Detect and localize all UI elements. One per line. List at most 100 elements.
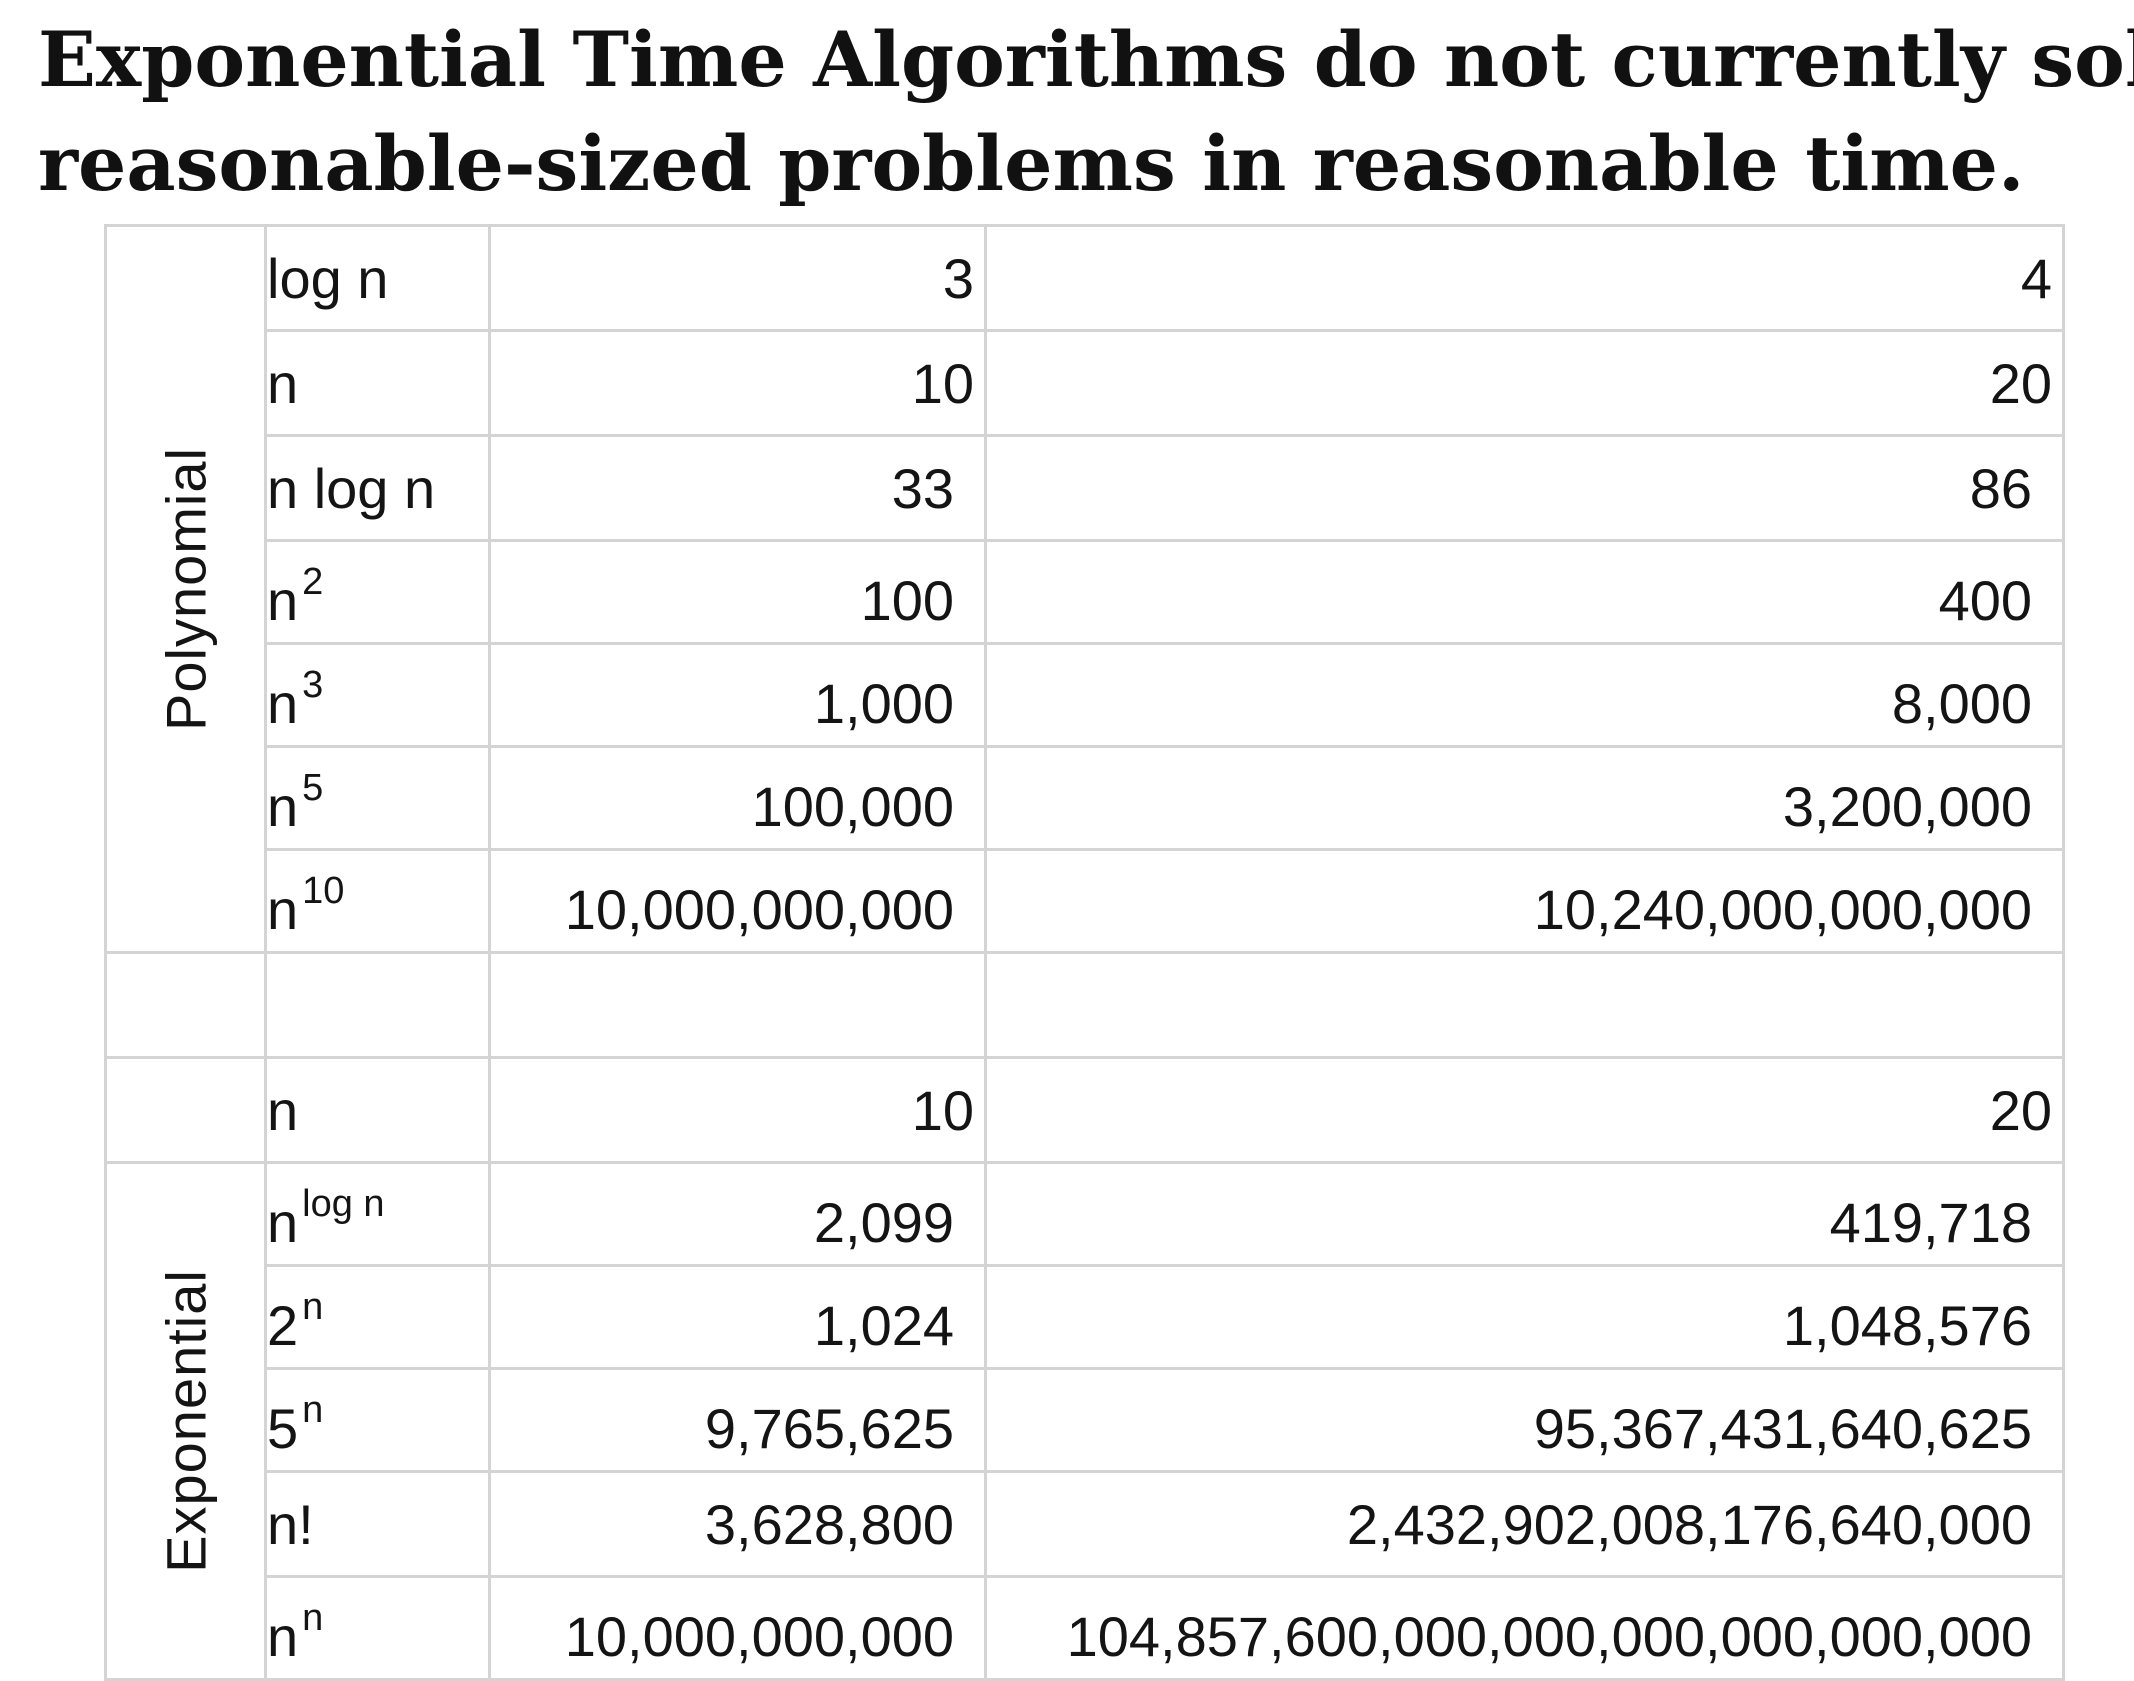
value-text: 10,000,000,000 (564, 1604, 954, 1668)
value-text: 10,240,000,000,000 (1533, 877, 2032, 941)
value-n10-cell: 3 (488, 224, 987, 332)
value-text: 1,000 (813, 671, 954, 735)
value-n10-cell: 100 (488, 539, 987, 645)
function-cell: n 10 (264, 848, 491, 954)
function-exponent: 3 (302, 664, 324, 707)
table-row: n 10 20 (104, 1056, 2065, 1164)
function-exponent: n (302, 1286, 324, 1329)
function-base: n (267, 1604, 299, 1668)
value-n20-cell: 10,240,000,000,000 (984, 848, 2065, 954)
empty-cell (264, 951, 491, 1059)
function-base: n (267, 1078, 299, 1142)
value-text: 100 (860, 568, 954, 632)
value-n20-cell: 400 (984, 539, 2065, 645)
function-base: n (267, 671, 299, 735)
polynomial-label: Polynomial (154, 447, 217, 731)
value-text: 3,200,000 (1782, 774, 2032, 838)
value-text: 104,857,600,000,000,000,000,000,000 (1066, 1604, 2032, 1668)
value-n20-cell: 20 (984, 1056, 2065, 1164)
value-text: 2,099 (813, 1190, 954, 1254)
value-n20-cell: 104,857,600,000,000,000,000,000,000 (984, 1575, 2065, 1681)
function-cell: n log n (264, 1161, 491, 1267)
value-n20-cell: 4 (984, 224, 2065, 332)
table-row: Polynomial log n 3 4 (104, 224, 2065, 954)
function-base: n (267, 877, 299, 941)
table-row: Exponential n log n 2,099 419,718 (104, 1161, 2065, 1681)
function-exponent: n (302, 1389, 324, 1432)
value-n10-cell: 33 (488, 434, 987, 542)
value-n10-cell: 10 (488, 1056, 987, 1164)
function-base: n (267, 351, 299, 415)
value-n10-cell: 1,024 (488, 1264, 987, 1370)
polynomial-group-cell: Polynomial (104, 224, 267, 954)
value-n10-cell: 9,765,625 (488, 1367, 987, 1473)
value-text: 9,765,625 (704, 1396, 954, 1460)
table-row: n! 3,628,800 2,432,902,008,176,640,000 (106, 1470, 2065, 1578)
value-n20-cell: 86 (984, 434, 2065, 542)
value-n10-cell: 100,000 (488, 745, 987, 851)
function-base: n! (267, 1492, 314, 1556)
value-n20-cell: 20 (984, 329, 2065, 437)
function-exponent: 5 (302, 767, 324, 810)
value-text: 10,000,000,000 (564, 877, 954, 941)
value-text: 8,000 (1891, 671, 2032, 735)
exponential-group-cell: Exponential (104, 1161, 267, 1681)
value-text: 95,367,431,640,625 (1533, 1396, 2032, 1460)
function-base: log n (267, 246, 389, 310)
title-line-2: reasonable-sized problems in reasonable … (38, 119, 2025, 208)
value-n20-cell: 95,367,431,640,625 (984, 1367, 2065, 1473)
function-base: n (267, 568, 299, 632)
empty-cell (104, 1056, 267, 1164)
value-n10-cell: 10,000,000,000 (488, 1575, 987, 1681)
value-n20-cell: 3,200,000 (984, 745, 2065, 851)
value-text: 400 (1938, 568, 2032, 632)
value-n10-cell: 1,000 (488, 642, 987, 748)
function-exponent: log n (302, 1183, 385, 1226)
function-base: n log n (267, 456, 436, 520)
table-row: n log n 33 86 (106, 434, 2065, 542)
function-base: n (267, 774, 299, 838)
function-cell: n log n (264, 434, 491, 542)
spacer-row (104, 951, 2065, 1059)
value-text: 1,048,576 (1782, 1293, 2032, 1357)
slide-title: Exponential Time Algorithms do not curre… (38, 8, 2134, 216)
title-line-1: Exponential Time Algorithms do not curre… (38, 15, 2134, 104)
value-text: 419,718 (1829, 1190, 2032, 1254)
table-row: n 10 20 (106, 329, 2065, 437)
value-n20-cell: 1,048,576 (984, 1264, 2065, 1370)
value-n10-cell: 3,628,800 (488, 1470, 987, 1578)
function-cell: n (264, 329, 491, 437)
exponential-label: Exponential (154, 1269, 217, 1573)
function-base: n (267, 1190, 299, 1254)
value-text: 1,024 (813, 1293, 954, 1357)
function-exponent: 10 (302, 870, 345, 913)
function-cell: n (264, 1056, 491, 1164)
value-n20-cell: 419,718 (984, 1161, 2065, 1267)
value-n10-cell: 10,000,000,000 (488, 848, 987, 954)
function-base: 5 (267, 1396, 299, 1460)
empty-cell (488, 951, 987, 1059)
function-cell: n! (264, 1470, 491, 1578)
value-n20-cell: 2,432,902,008,176,640,000 (984, 1470, 2065, 1578)
value-n20-cell: 8,000 (984, 642, 2065, 748)
function-cell: log n (264, 224, 491, 332)
table-row: n 10 10,000,000,000 10,240,000,000,000 (106, 848, 2065, 954)
function-base: 2 (267, 1293, 299, 1357)
value-n10-cell: 10 (488, 329, 987, 437)
value-n10-cell: 2,099 (488, 1161, 987, 1267)
function-exponent: 2 (302, 561, 324, 604)
function-exponent: n (302, 1597, 324, 1640)
empty-cell (104, 951, 267, 1059)
